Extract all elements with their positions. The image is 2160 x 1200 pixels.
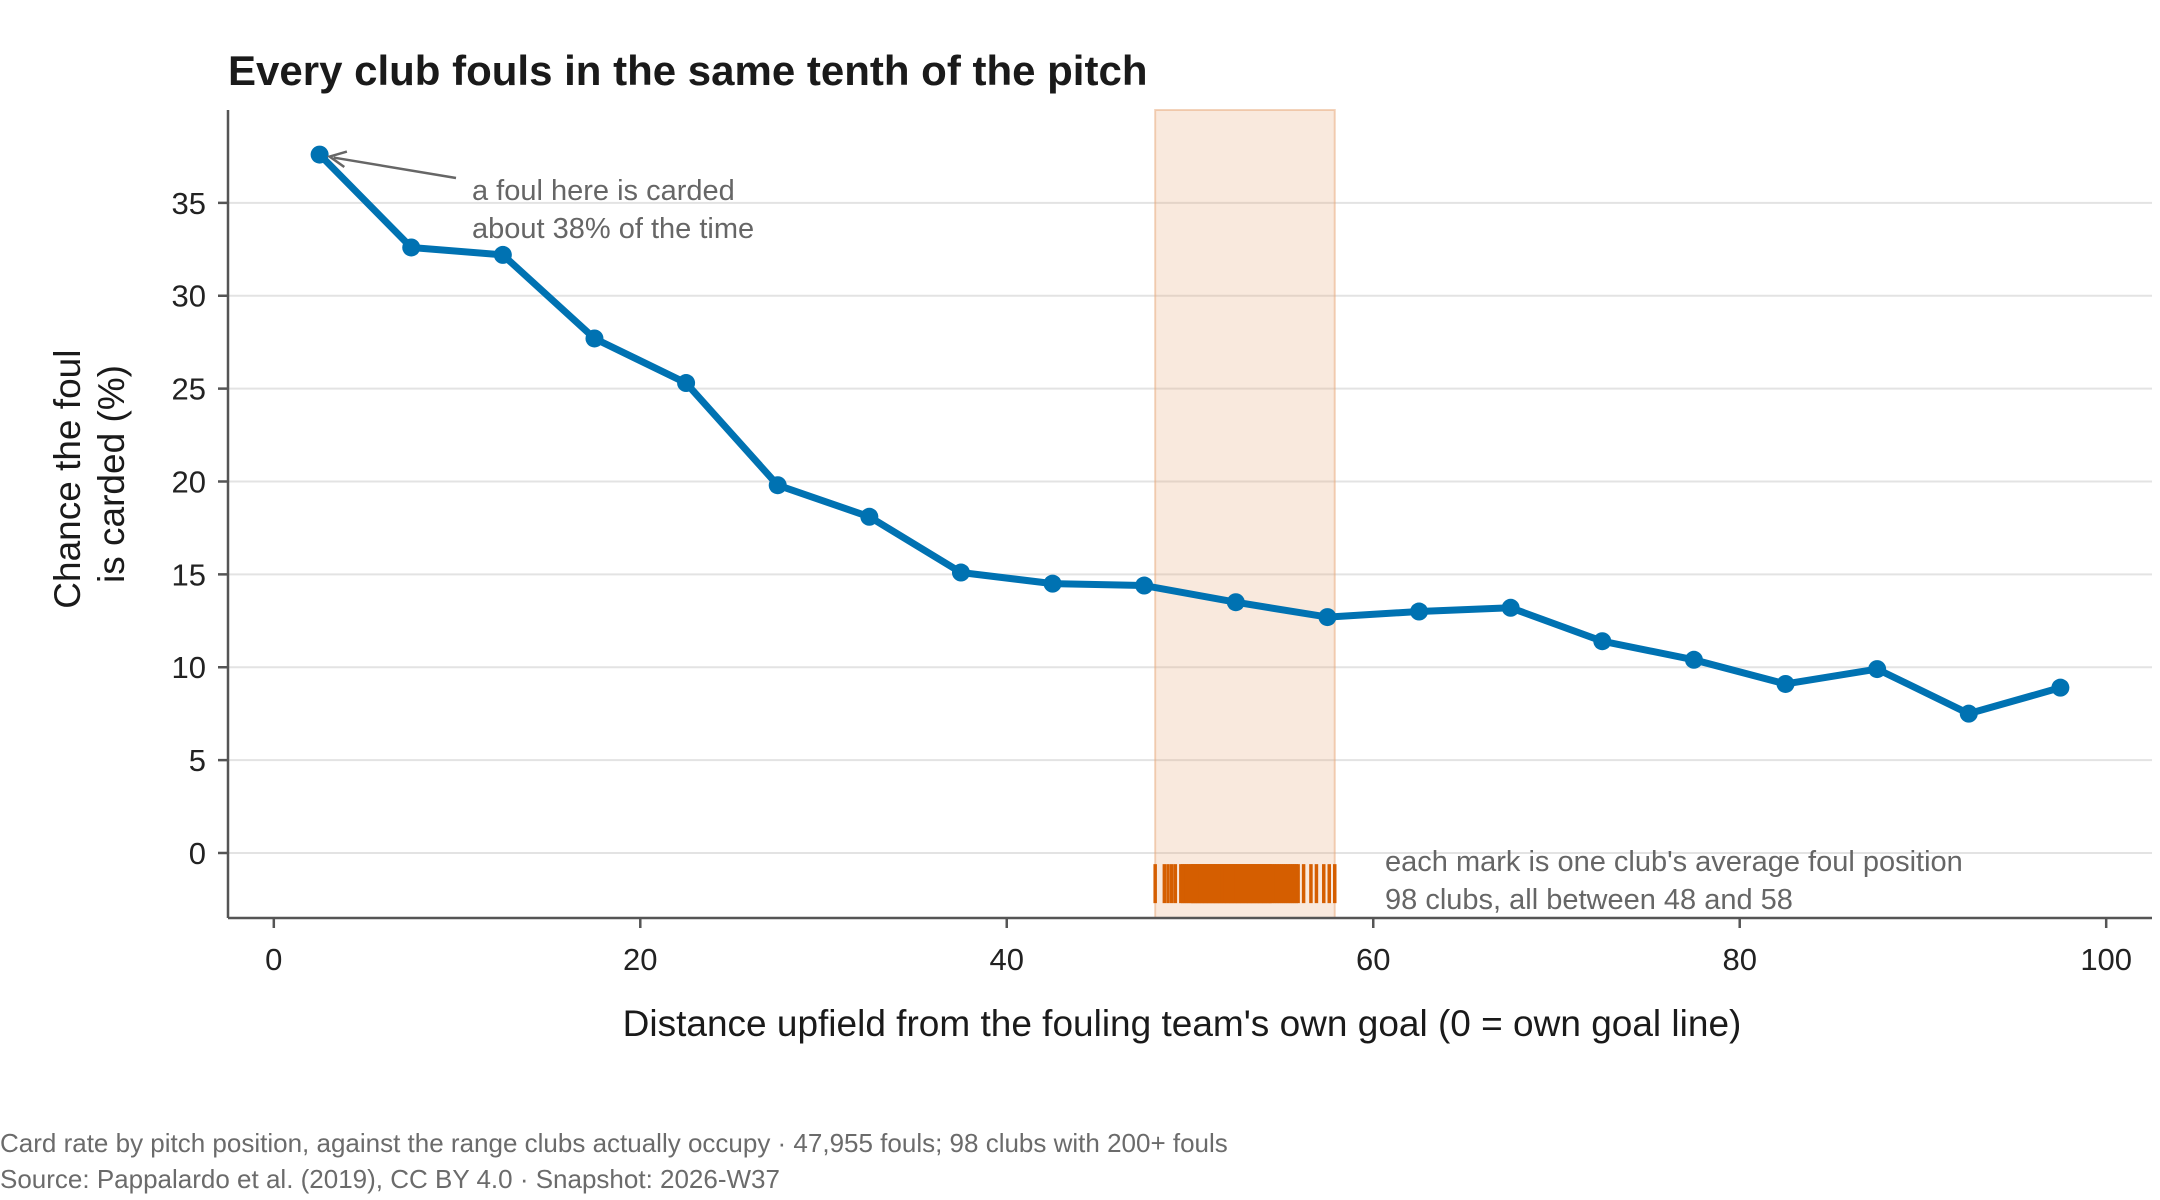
data-point-6 [860,507,879,526]
caption-line-2: Source: Pappalardo et al. (2019), CC BY … [0,1164,780,1194]
data-point-19 [2051,678,2070,697]
x-tick-label-40: 40 [990,942,1024,977]
y-axis-label-line-1: Chance the foul [47,350,88,609]
data-point-4 [677,374,696,393]
y-tick-label-35: 35 [172,186,206,221]
caption-line-1: Card rate by pitch position, against the… [0,1128,1228,1158]
x-tick-label-60: 60 [1356,942,1390,977]
data-point-16 [1776,674,1795,693]
y-tick-label-15: 15 [172,557,206,592]
data-point-0 [310,145,329,164]
data-point-2 [493,245,512,264]
data-point-9 [1135,576,1154,595]
data-point-14 [1593,632,1612,651]
data-point-13 [1501,598,1520,617]
x-tick-label-0: 0 [265,942,282,977]
data-point-18 [1959,704,1978,723]
data-point-7 [951,563,970,582]
x-axis-label: Distance upfield from the fouling team's… [623,1003,1742,1044]
annotation-arrow-line [333,156,457,180]
annotation-2-line-2: 98 clubs, all between 48 and 58 [1385,884,1793,916]
y-axis-label: Chance the foul is carded (%) [47,339,132,608]
annotation-1-line-1: a foul here is carded [472,175,735,207]
y-tick-label-5: 5 [189,743,206,778]
y-tick-label-0: 0 [189,836,206,871]
annotation-arrow-head [326,150,348,169]
plot-area: 0 5 10 15 20 25 30 35 0 20 40 60 80 100 a foul here is… [172,109,2152,977]
series-line [316,151,2064,718]
data-point-15 [1684,650,1703,669]
data-point-1 [402,238,421,257]
annotation-1-line-2: about 38% of the time [472,213,754,245]
x-tick-label-80: 80 [1722,942,1756,977]
y-axis-label-line-2: is carded (%) [91,365,132,583]
data-point-3 [585,329,604,348]
data-point-10 [1226,593,1245,612]
y-tick-label-30: 30 [172,279,206,314]
y-tick-label-20: 20 [172,464,206,499]
data-point-8 [1043,574,1062,593]
x-tick-label-100: 100 [2080,942,2132,977]
x-tick-label-20: 20 [623,942,657,977]
data-point-17 [1868,660,1887,679]
data-point-12 [1410,602,1429,621]
data-point-11 [1318,608,1337,627]
data-point-5 [768,476,787,495]
annotation-2-line-1: each mark is one club's average foul pos… [1385,846,1963,878]
highlight-band [1154,109,1336,919]
y-tick-label-25: 25 [172,372,206,407]
y-tick-label-10: 10 [172,650,206,685]
chart-title: Every club fouls in the same tenth of th… [228,47,1147,94]
